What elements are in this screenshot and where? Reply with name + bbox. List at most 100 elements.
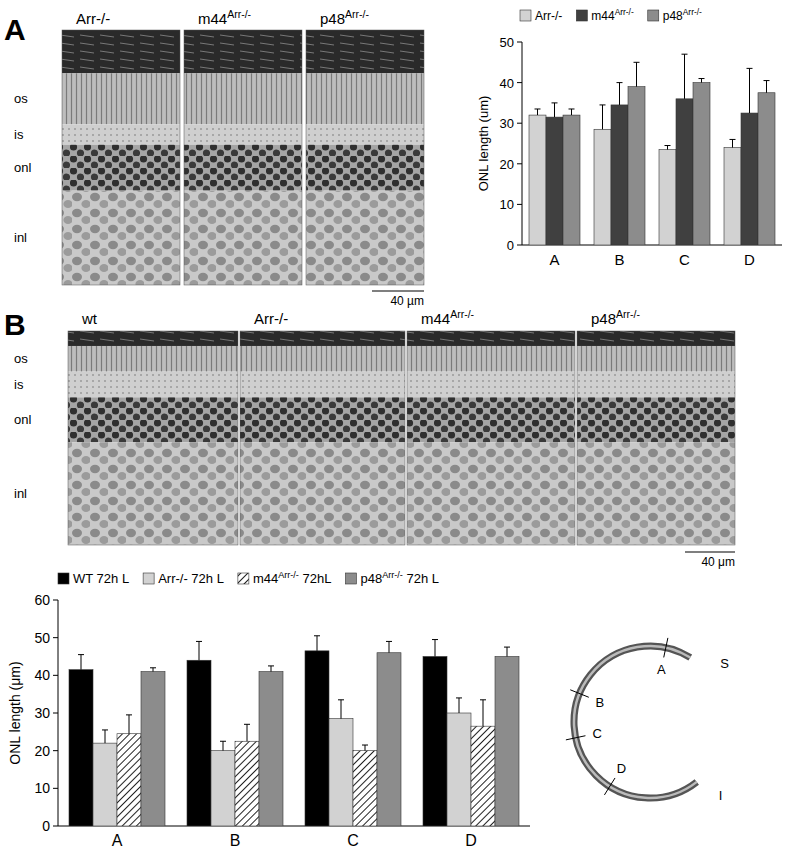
image-label-superscript: Arr-/- (345, 8, 369, 20)
layer-label: is (14, 377, 24, 392)
micrograph-layer (68, 397, 238, 442)
y-tick (53, 675, 58, 676)
layer-label: os (14, 91, 28, 106)
bar (69, 670, 93, 826)
y-tick-label: 40 (34, 667, 50, 683)
position-marker (664, 638, 668, 658)
micrograph-layer (62, 30, 180, 73)
micrograph-frame (577, 331, 735, 545)
error-bar-cap (480, 699, 486, 700)
error-bar-cap (102, 729, 108, 730)
error-bar-stem (507, 647, 508, 656)
micrograph-frame (68, 331, 238, 545)
error-bar-stem (459, 698, 460, 713)
bar (758, 93, 775, 245)
micrograph-frame (407, 331, 575, 545)
image-label: m44Arr-/- (198, 8, 252, 27)
image-panel: BwtArr-/-m44Arr-/-p48Arr-/-osisonlinl40 … (4, 308, 735, 569)
error-bar-stem (701, 79, 702, 83)
micrograph-layer (184, 124, 302, 144)
image-label: m44Arr-/- (421, 308, 475, 327)
error-bar-cap (338, 699, 344, 700)
legend-label: p48Arr-/- 72h L (360, 570, 439, 586)
y-tick-label: 50 (500, 35, 514, 50)
bars (69, 636, 519, 826)
layer-label: is (14, 127, 24, 142)
y-tick (517, 204, 522, 205)
error-bar (338, 700, 344, 719)
bar (546, 117, 563, 245)
y-tick (53, 750, 58, 751)
error-bar-stem (129, 715, 130, 734)
error-bar-stem (199, 641, 200, 660)
y-tick-label: 20 (34, 743, 50, 759)
error-bar (535, 109, 541, 115)
image-panel: AArr-/-m44Arr-/-p48Arr-/-osisonlinl40 µm (4, 8, 424, 308)
bar (329, 719, 353, 826)
bar (353, 751, 377, 826)
bar (259, 672, 283, 826)
layer-label: onl (14, 160, 31, 175)
error-bar (504, 647, 510, 656)
error-bar (196, 641, 202, 660)
y-tick-label: 0 (507, 238, 514, 253)
y-axis-label: ONL length (μm) (7, 661, 23, 764)
bar (423, 657, 447, 827)
bar (563, 115, 580, 245)
y-tick-label: 40 (500, 76, 514, 91)
error-bar-cap (362, 745, 368, 746)
error-bar-stem (766, 81, 767, 93)
error-bar-cap (456, 697, 462, 698)
layer-label: onl (14, 412, 31, 427)
error-bar-stem (105, 730, 106, 743)
legend-swatch (58, 573, 69, 584)
micrograph-layer (184, 145, 302, 191)
micrograph-layer (184, 191, 302, 285)
micrograph-layer (306, 124, 424, 144)
error-bar-cap (220, 741, 226, 742)
micrograph-layer (577, 372, 735, 398)
bar (529, 115, 546, 245)
error-bar-stem (223, 741, 224, 750)
error-bar-cap (432, 639, 438, 640)
micrograph-layer (240, 346, 405, 372)
micrograph-layer (68, 331, 238, 346)
error-bar-stem (537, 109, 538, 115)
legend-label-part: p48 (360, 571, 382, 586)
error-bar-cap (699, 78, 705, 79)
x-tick-label: D (744, 251, 755, 268)
error-bar-stem (619, 83, 620, 105)
error-bar (617, 83, 623, 105)
image-label: p48Arr-/- (320, 8, 369, 27)
error-bar-cap (552, 102, 558, 103)
legend-label: p48Arr-/- (663, 7, 702, 23)
image-label-part: p48 (591, 310, 616, 327)
micrograph-layer (68, 346, 238, 372)
y-tick (517, 163, 522, 164)
legend-swatch (520, 10, 531, 21)
bar (93, 743, 117, 826)
legend-label-superscript: Arr-/- (615, 7, 634, 17)
y-tick (53, 788, 58, 789)
error-bar-cap (244, 724, 250, 725)
micrograph-layer (184, 73, 302, 124)
micrograph-layer (407, 346, 575, 372)
x-tick-label: B (614, 251, 624, 268)
error-bar-cap (78, 654, 84, 655)
error-bar-stem (317, 636, 318, 651)
error-bar (268, 666, 274, 672)
error-bar (569, 109, 575, 115)
legend-swatch (648, 10, 659, 21)
micrograph-layer (577, 331, 735, 346)
y-axis (522, 42, 523, 245)
image-label-superscript: Arr-/- (616, 308, 640, 320)
error-bar (699, 79, 705, 83)
position-label: B (596, 695, 605, 710)
y-tick-label: 0 (42, 818, 50, 834)
image-label: Arr-/- (76, 10, 110, 27)
error-bar-cap (535, 108, 541, 109)
error-bar (314, 636, 320, 651)
legend-label-part: m44 (591, 9, 615, 23)
bar (611, 105, 628, 245)
error-bar-cap (386, 641, 392, 642)
